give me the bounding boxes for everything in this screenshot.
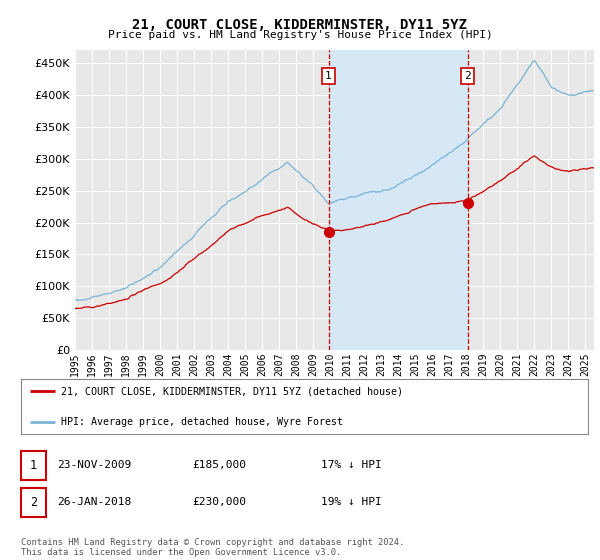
Text: 1: 1 bbox=[30, 459, 37, 472]
Text: £230,000: £230,000 bbox=[192, 497, 246, 507]
Text: 21, COURT CLOSE, KIDDERMINSTER, DY11 5YZ (detached house): 21, COURT CLOSE, KIDDERMINSTER, DY11 5YZ… bbox=[61, 386, 403, 396]
Text: Price paid vs. HM Land Registry's House Price Index (HPI): Price paid vs. HM Land Registry's House … bbox=[107, 30, 493, 40]
Text: 2: 2 bbox=[30, 496, 37, 509]
Text: 1: 1 bbox=[325, 71, 332, 81]
Text: 26-JAN-2018: 26-JAN-2018 bbox=[57, 497, 131, 507]
Text: 2: 2 bbox=[464, 71, 471, 81]
Text: 23-NOV-2009: 23-NOV-2009 bbox=[57, 460, 131, 470]
Text: 17% ↓ HPI: 17% ↓ HPI bbox=[321, 460, 382, 470]
Bar bbox=[329, 50, 467, 350]
Text: HPI: Average price, detached house, Wyre Forest: HPI: Average price, detached house, Wyre… bbox=[61, 417, 343, 427]
Text: 19% ↓ HPI: 19% ↓ HPI bbox=[321, 497, 382, 507]
Text: 21, COURT CLOSE, KIDDERMINSTER, DY11 5YZ: 21, COURT CLOSE, KIDDERMINSTER, DY11 5YZ bbox=[133, 18, 467, 32]
Text: Contains HM Land Registry data © Crown copyright and database right 2024.
This d: Contains HM Land Registry data © Crown c… bbox=[21, 538, 404, 557]
Text: £185,000: £185,000 bbox=[192, 460, 246, 470]
